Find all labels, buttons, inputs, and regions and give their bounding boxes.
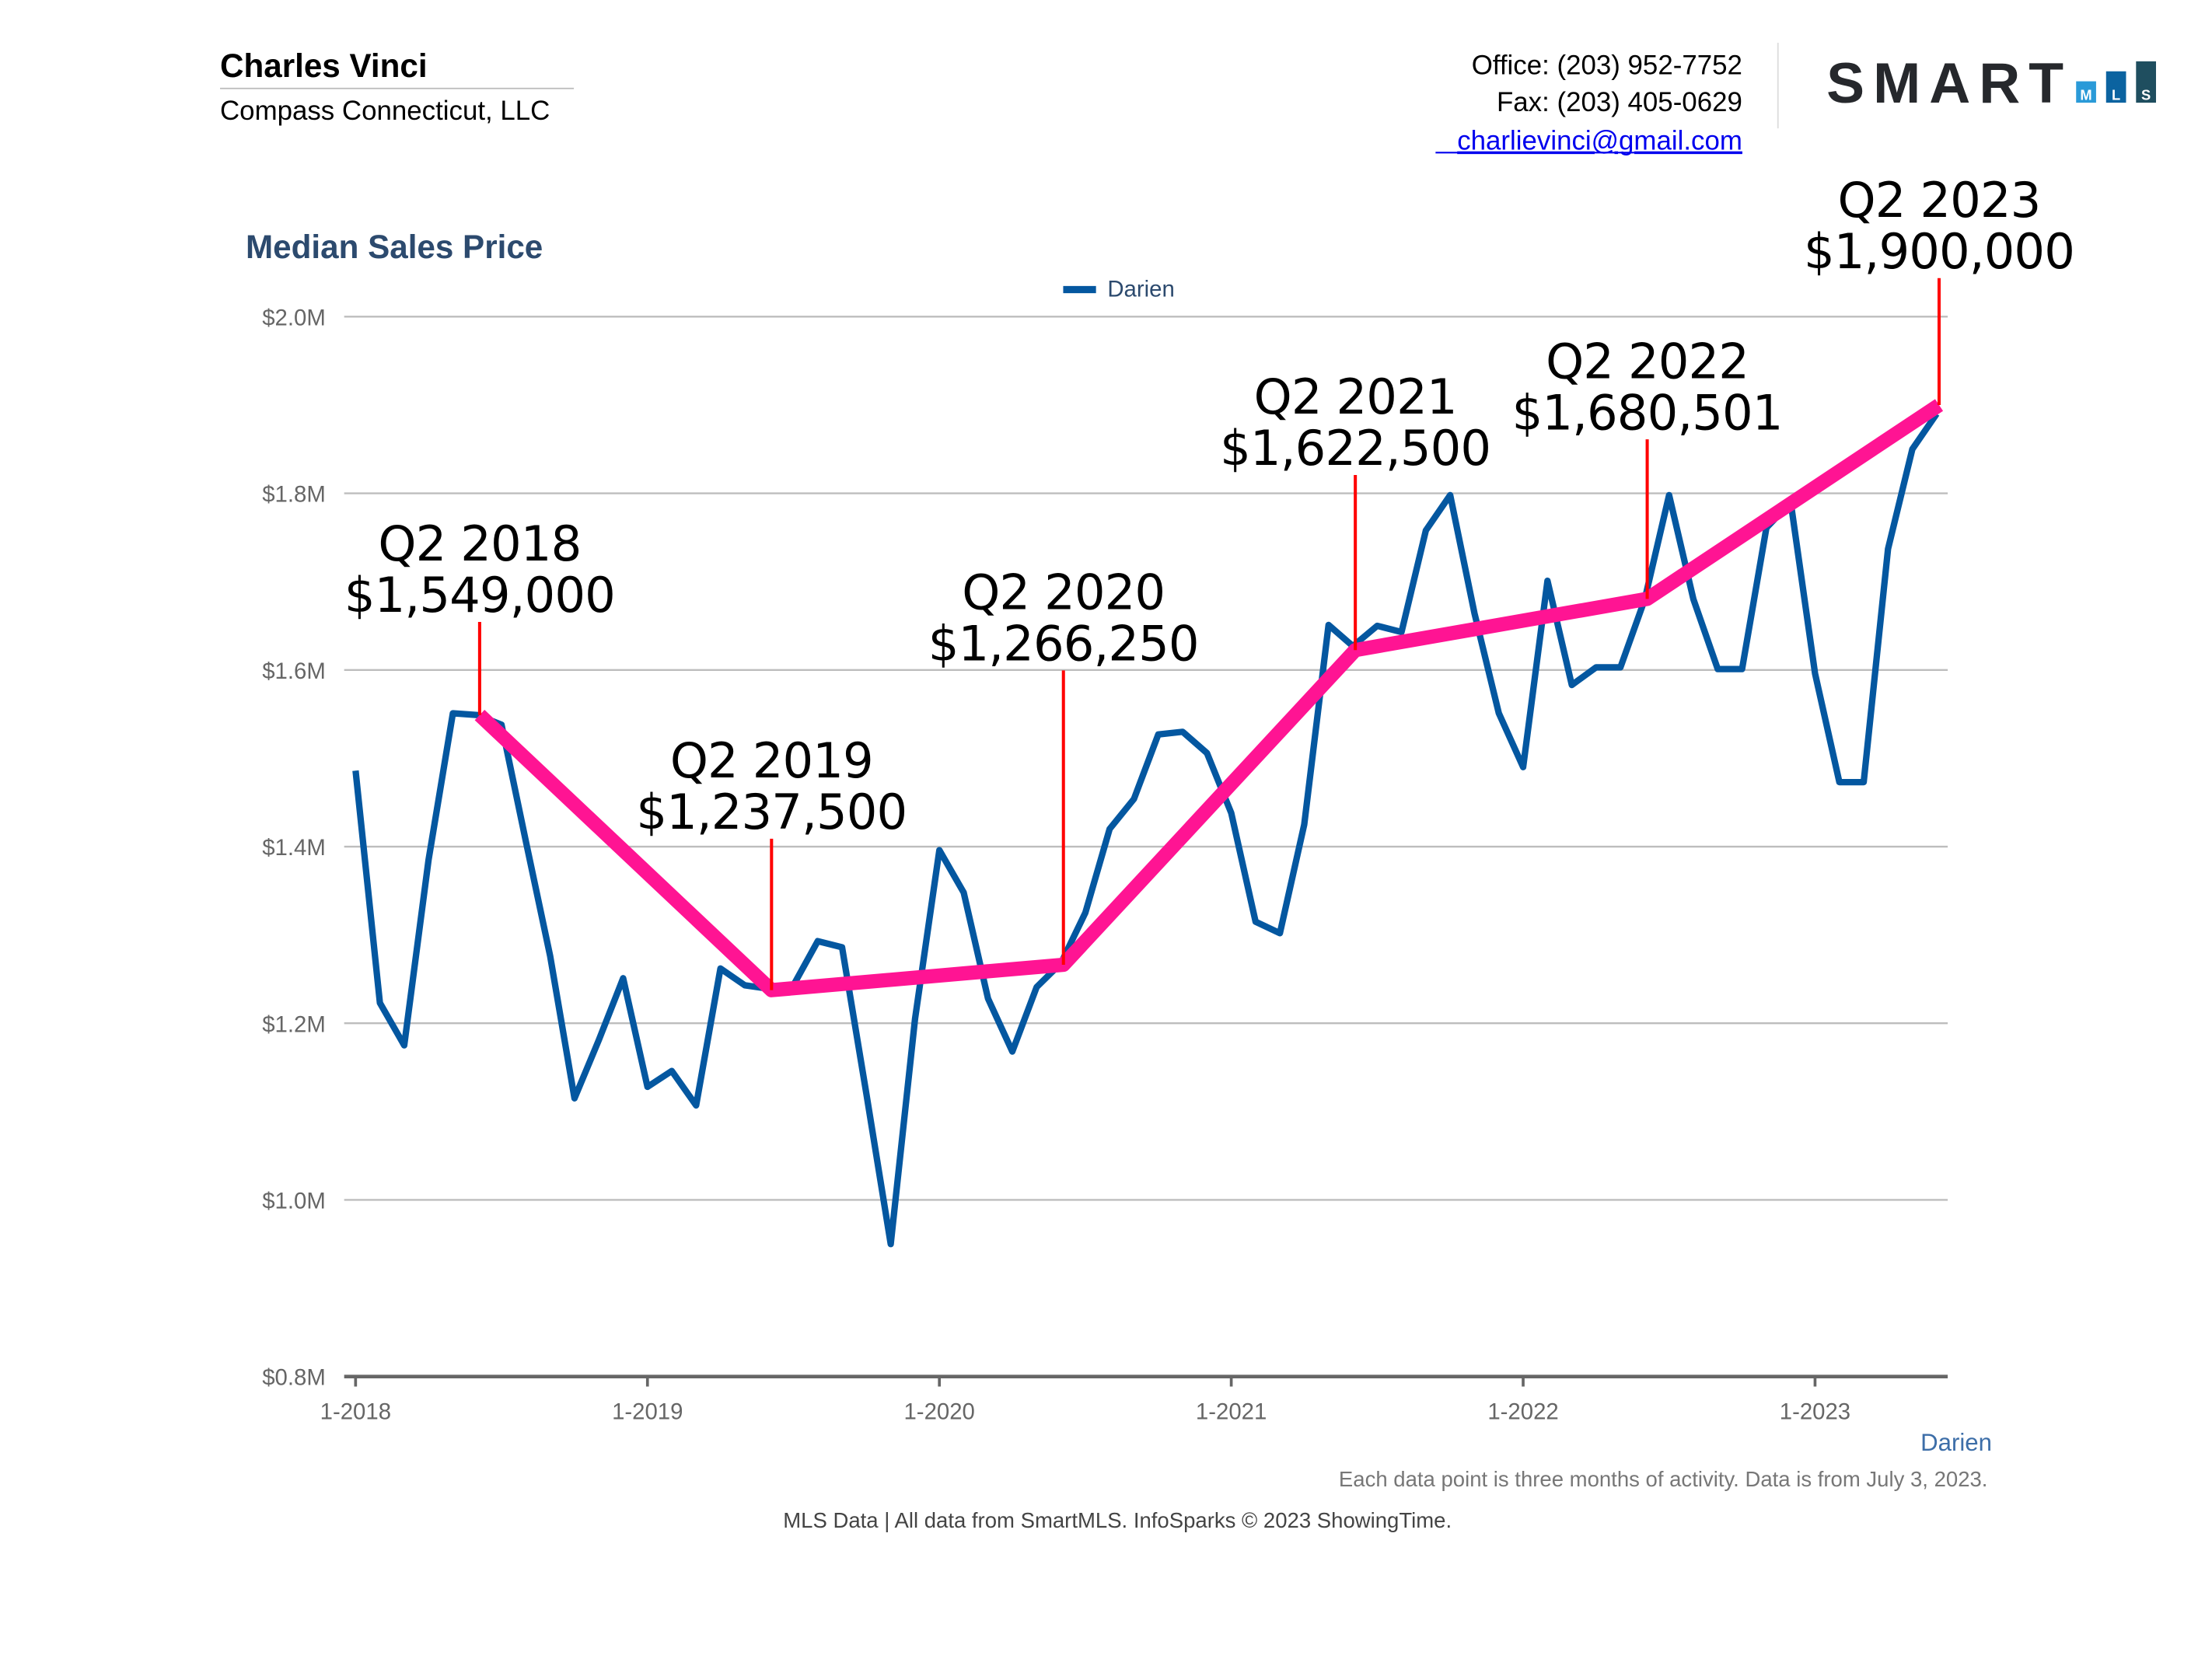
x-tick-label: 1-2023 — [1780, 1399, 1850, 1425]
fax-number: Fax: (203) 405-0629 — [1497, 87, 1742, 117]
x-tick-label: 1-2022 — [1487, 1399, 1558, 1425]
y-tick-label: $1.0M — [262, 1188, 326, 1214]
y-tick-label: $1.8M — [262, 482, 326, 508]
annotation-q2-2019: Q2 2019$1,237,500 — [636, 732, 907, 990]
y-tick-label: $1.4M — [262, 835, 326, 861]
annotation-quarter: Q2 2022 — [1546, 333, 1749, 389]
x-tick-label: 1-2020 — [903, 1399, 974, 1425]
annotation-q2-2018: Q2 2018$1,549,000 — [344, 515, 616, 715]
y-tick-label: $1.6M — [262, 658, 326, 684]
annotation-quarter: Q2 2020 — [962, 564, 1165, 621]
y-tick-label: $0.8M — [262, 1365, 326, 1391]
email-link[interactable]: charlievinci@gmail.com — [1457, 126, 1742, 156]
logo-bar-l — [2105, 71, 2126, 103]
brokerage: Compass Connecticut, LLC — [220, 96, 550, 126]
x-axis-label: Darien — [1920, 1429, 1992, 1456]
legend-label: Darien — [1107, 277, 1174, 302]
series-darien — [352, 411, 1940, 1248]
y-tick-label: $1.2M — [262, 1011, 326, 1037]
smartmls-logo: SMART M L S — [1826, 51, 2156, 115]
logo-bar-m — [2076, 81, 2096, 103]
logo-letter: M — [2080, 86, 2091, 103]
y-axis: $0.8M $1.0M $1.2M $1.4M $1.6M $1.8M $2.0M — [262, 305, 326, 1390]
footnote: Each data point is three months of activ… — [1339, 1467, 1988, 1491]
annotation-q2-2020: Q2 2020$1,266,250 — [928, 564, 1200, 965]
logo-bar-s — [2136, 61, 2156, 103]
x-tick-label: 1-2019 — [612, 1399, 683, 1425]
x-axis: 1-2018 1-2019 1-2020 1-2021 1-2022 1-2023 — [320, 1374, 1948, 1425]
annotation-value: $1,680,501 — [1512, 384, 1783, 441]
agent-info: Charles Vinci Compass Connecticut, LLC — [220, 47, 575, 126]
annotation-quarter: Q2 2021 — [1254, 368, 1457, 425]
annotation-value: $1,266,250 — [928, 616, 1199, 672]
chart-title: Median Sales Price — [246, 229, 543, 265]
agent-name: Charles Vinci — [220, 47, 428, 84]
annotation-quarter: Q2 2019 — [670, 732, 873, 789]
logo-letter: L — [2112, 86, 2120, 103]
annotation-value: $1,622,500 — [1220, 420, 1490, 477]
series-line — [352, 411, 1940, 1248]
trend-polyline — [474, 399, 1944, 997]
gridlines — [344, 316, 1948, 1201]
trend-line — [474, 399, 1944, 997]
annotation-value: $1,237,500 — [636, 784, 907, 840]
contact-info: Office: (203) 952-7752 Fax: (203) 405-06… — [1435, 43, 1779, 156]
office-phone: Office: (203) 952-7752 — [1472, 50, 1742, 80]
x-tick-label: 1-2018 — [320, 1399, 391, 1425]
legend: Darien — [1063, 277, 1175, 302]
annotation-q2-2021: Q2 2021$1,622,500 — [1220, 368, 1491, 651]
logo-wordmark: SMART — [1826, 51, 2072, 115]
annotation-quarter: Q2 2023 — [1838, 172, 2041, 229]
x-tick-label: 1-2021 — [1196, 1399, 1267, 1425]
source-credit: MLS Data | All data from SmartMLS. InfoS… — [783, 1508, 1452, 1532]
y-tick-label: $2.0M — [262, 305, 326, 330]
annotation-quarter: Q2 2018 — [378, 515, 581, 572]
annotation-value: $1,549,000 — [344, 567, 615, 623]
logo-letter: S — [2141, 86, 2151, 103]
annotation-q2-2022: Q2 2022$1,680,501 — [1512, 333, 1783, 599]
annotation-q2-2023: Q2 2023$1,900,000 — [1804, 172, 2075, 405]
annotation-value: $1,900,000 — [1804, 223, 2074, 280]
